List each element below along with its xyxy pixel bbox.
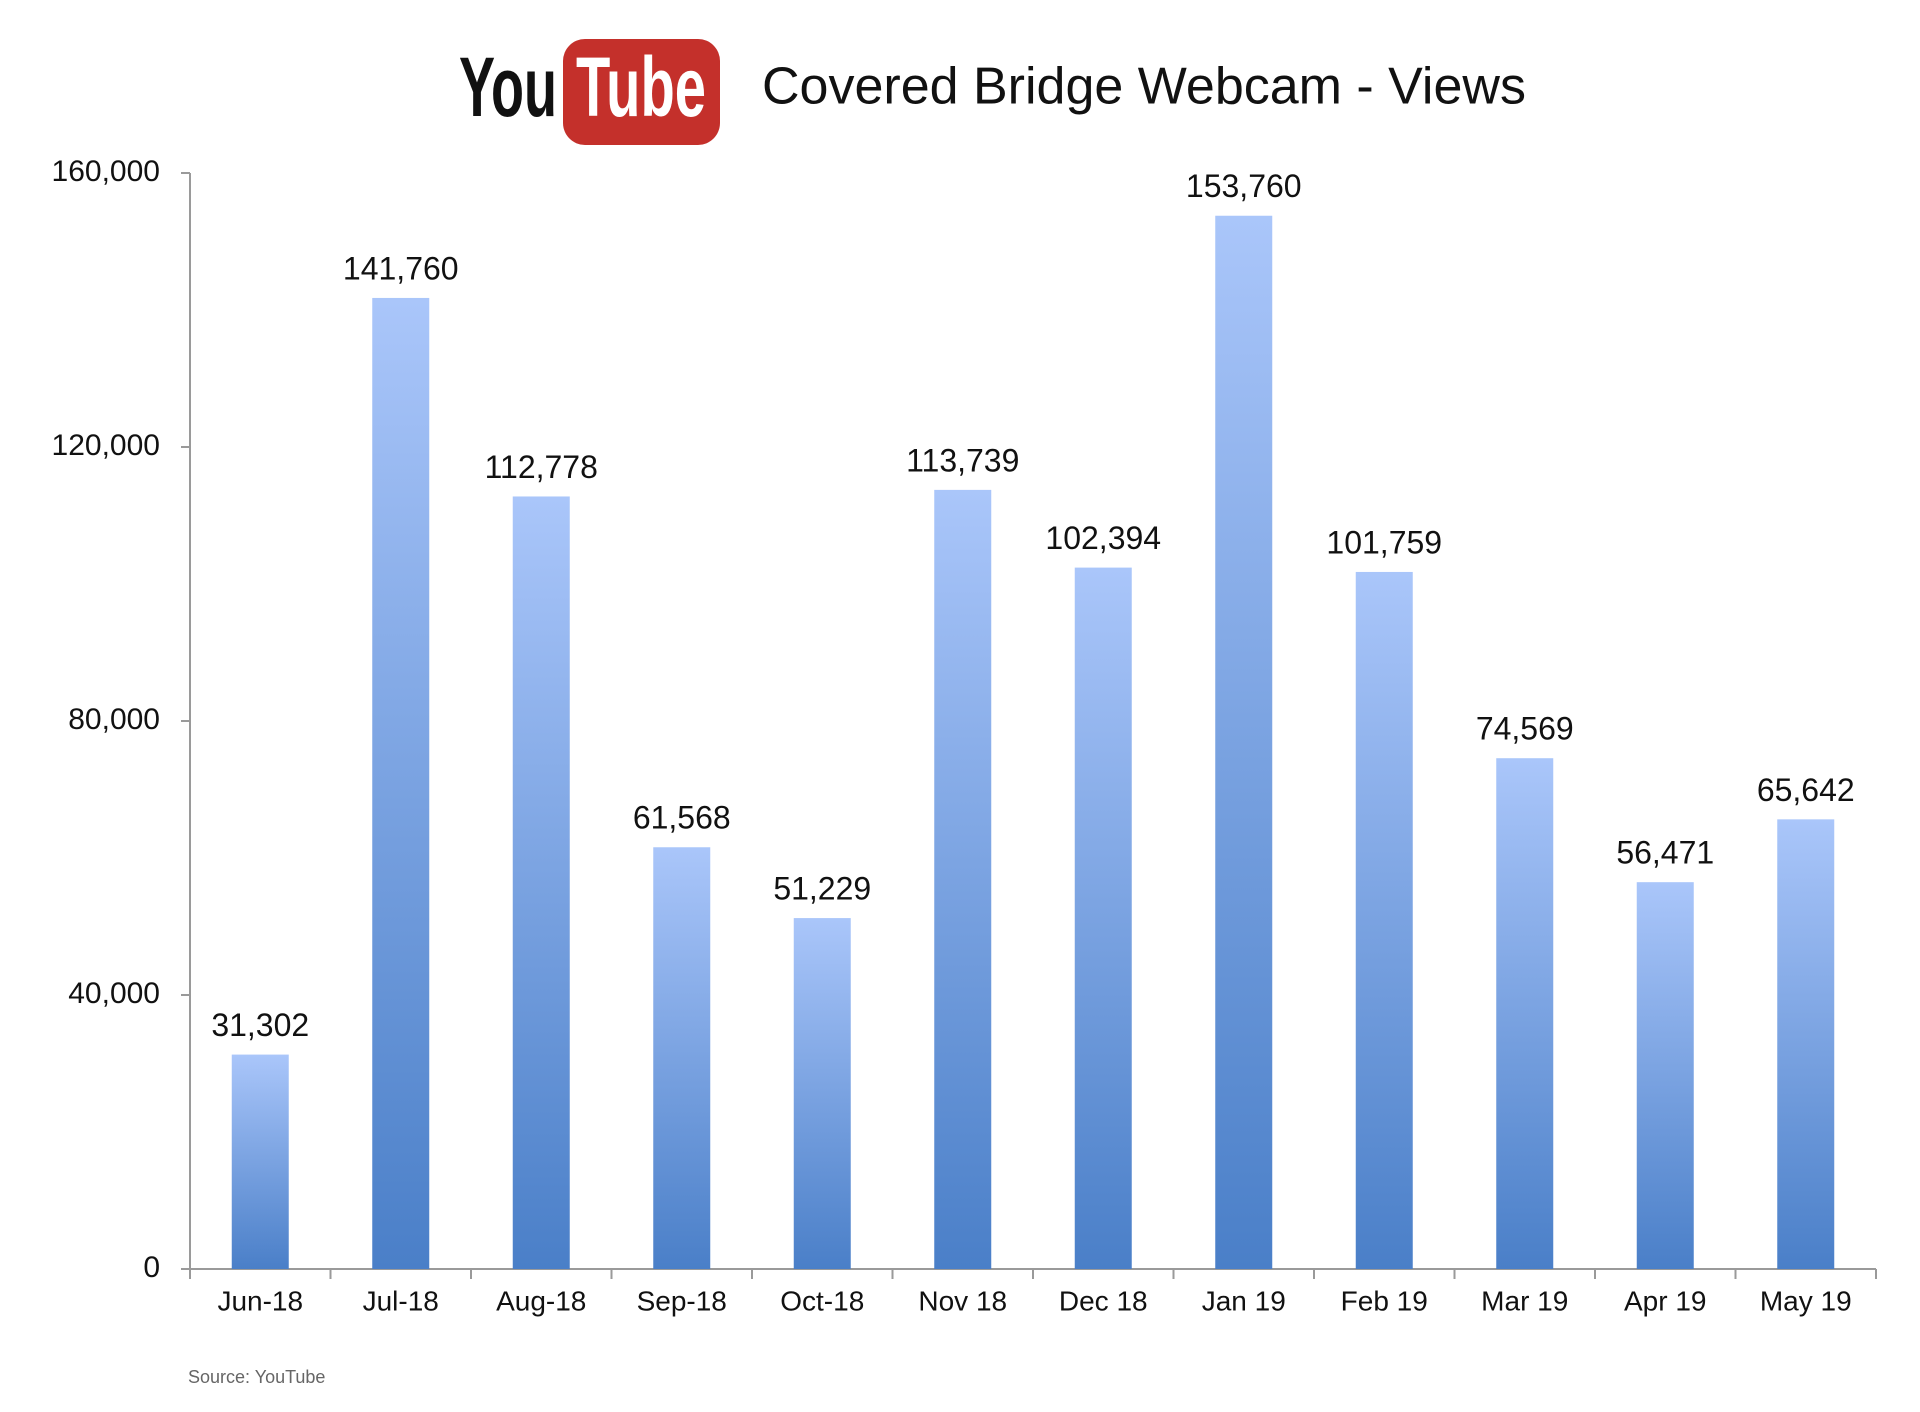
- bar: [1496, 758, 1554, 1269]
- value-label: 112,778: [485, 449, 598, 485]
- x-tick-label: Jan 19: [1202, 1285, 1286, 1316]
- bar: [1074, 567, 1132, 1269]
- value-label: 141,760: [343, 250, 459, 286]
- value-label: 61,568: [633, 800, 731, 836]
- x-tick-label: Nov 18: [918, 1285, 1007, 1316]
- x-tick-label: Mar 19: [1481, 1285, 1568, 1316]
- value-label: 51,229: [773, 871, 871, 907]
- x-tick-label: Feb 19: [1341, 1285, 1428, 1316]
- chart-title: Covered Bridge Webcam - Views: [762, 58, 1526, 116]
- bar: [1636, 882, 1694, 1269]
- bar: [1215, 215, 1273, 1269]
- value-label: 65,642: [1757, 772, 1855, 808]
- bar: [231, 1054, 289, 1269]
- bar: [1355, 571, 1413, 1269]
- y-tick-label: 40,000: [68, 977, 160, 1010]
- value-label: 56,471: [1616, 835, 1714, 871]
- bar: [512, 496, 570, 1269]
- x-tick-label: Jul-18: [363, 1285, 439, 1316]
- x-tick-label: Oct-18: [780, 1285, 864, 1316]
- y-tick-label: 80,000: [68, 703, 160, 736]
- value-label: 31,302: [211, 1007, 309, 1043]
- value-label: 74,569: [1476, 711, 1574, 747]
- x-tick-label: Jun-18: [217, 1285, 303, 1316]
- y-tick-label: 0: [143, 1251, 160, 1284]
- value-label: 113,739: [906, 442, 1019, 478]
- logo-right: Tube: [576, 40, 706, 134]
- value-label: 101,759: [1326, 524, 1442, 560]
- bar: [1777, 819, 1835, 1269]
- y-tick-label: 160,000: [52, 155, 160, 188]
- x-tick-label: May 19: [1760, 1285, 1852, 1316]
- y-tick-label: 120,000: [52, 429, 160, 462]
- x-tick-label: Dec 18: [1059, 1285, 1148, 1316]
- value-label: 102,394: [1045, 520, 1161, 556]
- bar: [793, 918, 851, 1269]
- bar: [934, 489, 992, 1270]
- value-label: 153,760: [1186, 168, 1302, 204]
- x-tick-label: Sep-18: [637, 1285, 727, 1316]
- logo-left: You: [459, 40, 557, 134]
- bar: [372, 297, 430, 1270]
- logo-badge: [563, 39, 720, 145]
- bar: [653, 847, 711, 1269]
- x-tick-label: Apr 19: [1624, 1285, 1707, 1316]
- source-note: Source: YouTube: [188, 1367, 325, 1387]
- x-tick-label: Aug-18: [496, 1285, 586, 1316]
